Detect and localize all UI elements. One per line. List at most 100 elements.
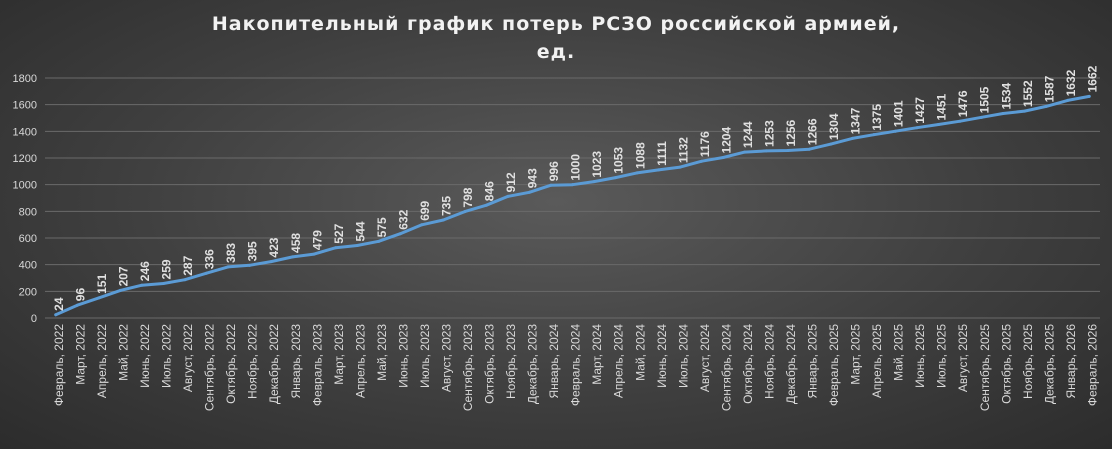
data-point [829,142,833,146]
data-label: 1256 [784,120,798,147]
data-point [291,255,295,259]
y-tick-label: 400 [19,260,37,272]
data-label: 479 [310,230,324,250]
data-label: 395 [246,241,260,261]
x-tick-label: Январь, 2023 [289,324,303,399]
data-label: 1534 [999,82,1013,109]
x-tick-label: Август, 2024 [698,324,712,392]
data-label: 458 [289,233,303,253]
data-label: 632 [396,209,410,229]
chart-title-line-1: Накопительный график потерь РСЗО российс… [211,13,901,35]
x-tick-label: Апрель, 2024 [612,324,626,398]
data-label: 846 [483,181,497,201]
data-label: 1304 [827,113,841,140]
data-point [915,126,919,130]
data-point [334,246,338,250]
x-tick-label: Март, 2024 [590,324,604,385]
x-tick-label: Январь, 2025 [806,324,820,399]
data-label: 1662 [1085,65,1099,92]
data-point [441,218,445,222]
data-label: 1244 [741,121,755,148]
x-tick-label: Апрель, 2022 [95,324,109,398]
y-tick-label: 1800 [13,73,37,85]
data-label: 575 [375,217,389,237]
data-point [226,265,230,269]
data-point [635,171,639,175]
data-point [571,183,574,187]
data-point [377,239,381,243]
x-tick-label: Февраль, 2023 [310,324,324,406]
chart-title-line-2: ед. [536,41,576,63]
x-tick-label: Декабрь, 2025 [1042,324,1056,404]
data-point [420,223,424,227]
data-point [140,283,144,287]
data-label: 1088 [633,142,647,169]
data-label: 1111 [655,141,669,166]
x-tick-label: Февраль, 2022 [52,324,66,406]
x-tick-label: Август, 2023 [439,324,453,392]
data-label: 1552 [1021,80,1035,107]
x-tick-label: Июнь, 2024 [655,324,669,388]
data-point [355,243,359,247]
data-point [980,115,984,119]
x-tick-label: Сентябрь, 2024 [719,324,733,411]
x-tick-label: Октябрь, 2022 [224,324,238,404]
data-label: 207 [117,266,131,286]
data-point [614,176,618,180]
x-tick-label: Сентябрь, 2023 [461,324,475,411]
data-label: 1000 [569,154,583,181]
data-point [484,203,488,207]
x-tick-label: Июнь, 2023 [396,324,410,388]
data-point [1044,104,1048,108]
data-point [1087,94,1091,98]
data-label: 383 [224,243,238,263]
data-point [75,303,79,307]
data-label: 246 [138,261,152,281]
x-tick-label: Август, 2022 [181,324,195,392]
data-point [872,133,876,137]
data-label: 1253 [762,120,776,147]
x-tick-label: Январь, 2026 [1064,324,1078,399]
data-label: 912 [504,172,518,192]
data-point [161,281,165,285]
data-point [850,136,854,140]
y-tick-label: 600 [19,233,37,245]
data-point [592,180,596,184]
data-point [678,165,682,169]
x-tick-label: Февраль, 2025 [827,324,841,406]
x-tick-label: Ноябрь, 2024 [762,324,776,399]
x-tick-label: Ноябрь, 2023 [504,324,518,399]
data-point [786,149,790,153]
data-label: 96 [73,288,87,302]
y-tick-label: 800 [19,206,37,218]
data-label: 1427 [913,97,927,124]
data-point [1001,111,1005,115]
x-tick-label: Март, 2023 [332,324,346,385]
data-label: 735 [439,196,453,216]
x-tick-label: Июнь, 2025 [913,324,927,388]
data-label: 996 [547,161,561,181]
data-label: 336 [203,249,217,269]
data-point [958,119,962,123]
x-tick-label: Сентябрь, 2022 [203,324,217,411]
data-label: 423 [267,237,281,257]
data-label: 287 [181,255,195,275]
data-label: 1451 [935,94,949,121]
data-point [527,190,531,194]
y-tick-label: 1200 [13,153,37,165]
x-tick-label: Декабрь, 2023 [526,324,540,404]
x-tick-label: Январь, 2024 [547,324,561,399]
y-tick-label: 1000 [13,180,37,192]
x-tick-label: Май, 2022 [117,324,131,381]
data-label: 699 [418,200,432,220]
data-point [54,313,58,317]
data-point [549,183,553,187]
data-label: 24 [52,297,66,311]
data-point [721,155,725,159]
data-point [506,194,510,198]
data-point [1023,109,1027,113]
data-point [700,159,704,163]
data-label: 1204 [719,126,733,153]
x-tick-label: Ноябрь, 2025 [1021,324,1035,399]
